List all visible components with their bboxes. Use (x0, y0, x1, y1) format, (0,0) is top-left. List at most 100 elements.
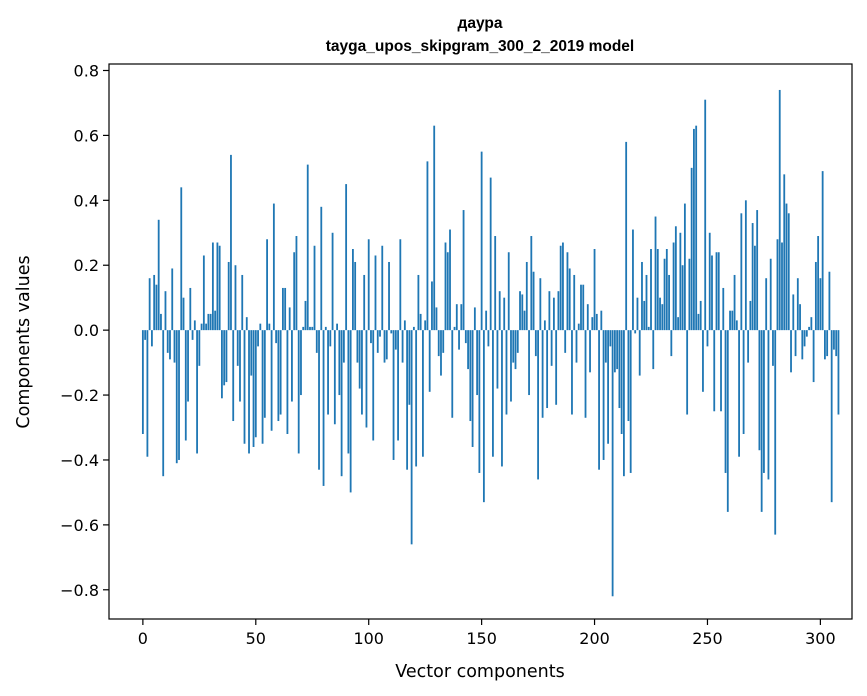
bar-166 (516, 330, 519, 353)
bar-297 (812, 330, 815, 383)
bar-208 (611, 330, 614, 597)
bar-182 (552, 297, 555, 331)
bar-263 (735, 320, 738, 331)
bar-44 (241, 274, 244, 331)
bar-164 (512, 330, 515, 363)
bar-195 (582, 284, 585, 331)
y-tick-label: 0.4 (74, 191, 99, 210)
bar-142 (462, 210, 465, 331)
bar-217 (632, 229, 634, 331)
bar-138 (453, 326, 456, 331)
bar-250 (706, 330, 709, 347)
y-axis-label: Components values (14, 255, 34, 428)
bar-258 (724, 330, 727, 473)
bar-150 (480, 151, 483, 331)
bar-9 (162, 330, 165, 477)
bar-203 (600, 310, 603, 331)
bar-149 (478, 330, 481, 473)
bar-272 (756, 210, 759, 331)
bar-42 (236, 330, 239, 366)
bar-204 (602, 330, 605, 460)
bar-107 (383, 330, 386, 363)
bar-274 (760, 330, 763, 512)
bar-105 (379, 330, 381, 337)
bar-271 (753, 245, 756, 331)
bar-213 (623, 330, 625, 477)
x-tick-label: 250 (692, 629, 723, 648)
bar-2 (146, 330, 149, 457)
bar-161 (505, 330, 508, 415)
bar-281 (776, 239, 779, 331)
bar-304 (828, 271, 831, 331)
x-tick-label: 50 (246, 629, 266, 648)
bar-140 (458, 330, 460, 350)
bar-35 (221, 330, 223, 399)
bar-300 (819, 278, 822, 331)
bar-101 (370, 330, 372, 344)
bar-278 (769, 258, 772, 331)
bar-78 (318, 330, 320, 470)
bar-179 (546, 330, 549, 409)
bar-102 (372, 330, 375, 441)
bar-99 (365, 330, 368, 428)
bar-124 (422, 330, 424, 457)
bar-97 (361, 330, 363, 415)
bar-3 (148, 278, 151, 331)
bar-30 (209, 313, 212, 331)
bar-12 (169, 330, 171, 360)
bar-201 (595, 313, 598, 331)
bar-270 (751, 223, 754, 331)
bar-145 (469, 330, 472, 422)
bar-130 (435, 307, 438, 331)
bar-14 (173, 330, 176, 363)
bar-27 (202, 255, 205, 331)
bar-146 (471, 330, 474, 447)
bar-123 (419, 313, 422, 331)
bar-194 (580, 284, 582, 331)
chart-title-line2: tayga_upos_skipgram_300_2_2019 model (326, 38, 634, 55)
bar-113 (397, 330, 399, 441)
bar-43 (239, 330, 241, 402)
bar-215 (627, 330, 630, 422)
bar-196 (584, 330, 587, 418)
bar-38 (227, 261, 230, 331)
bar-81 (324, 326, 327, 331)
bar-59 (275, 330, 278, 344)
bar-6 (155, 284, 158, 331)
bar-52 (259, 323, 262, 331)
bar-184 (557, 291, 560, 331)
bar-273 (758, 330, 761, 451)
bar-253 (713, 330, 716, 412)
bar-267 (744, 200, 747, 331)
bar-95 (356, 330, 359, 363)
y-tick-label: −0.2 (60, 386, 99, 405)
bar-67 (293, 252, 296, 331)
bar-98 (363, 274, 366, 331)
bar-289 (794, 330, 797, 357)
y-tick-label: 0.8 (74, 61, 99, 80)
bar-248 (702, 330, 704, 392)
bar-77 (315, 330, 318, 353)
plot-frame (108, 63, 853, 620)
bar-70 (300, 330, 302, 396)
bar-136 (449, 229, 451, 331)
bars-group (141, 89, 840, 597)
y-tick-label: −0.8 (60, 581, 99, 600)
bar-63 (284, 287, 287, 331)
chart-title-line1: даура (458, 15, 503, 32)
bar-156 (494, 236, 497, 331)
bar-104 (376, 330, 379, 353)
bar-80 (322, 330, 325, 486)
bar-93 (352, 249, 354, 331)
bar-232 (665, 249, 668, 331)
bar-28 (205, 323, 208, 331)
bar-308 (837, 330, 840, 415)
bar-86 (336, 323, 338, 331)
bar-19 (184, 330, 187, 441)
bar-100 (367, 239, 370, 331)
bar-183 (555, 330, 558, 405)
bar-225 (650, 249, 652, 331)
bar-198 (589, 330, 591, 373)
bar-73 (306, 164, 309, 331)
bar-212 (620, 330, 623, 434)
